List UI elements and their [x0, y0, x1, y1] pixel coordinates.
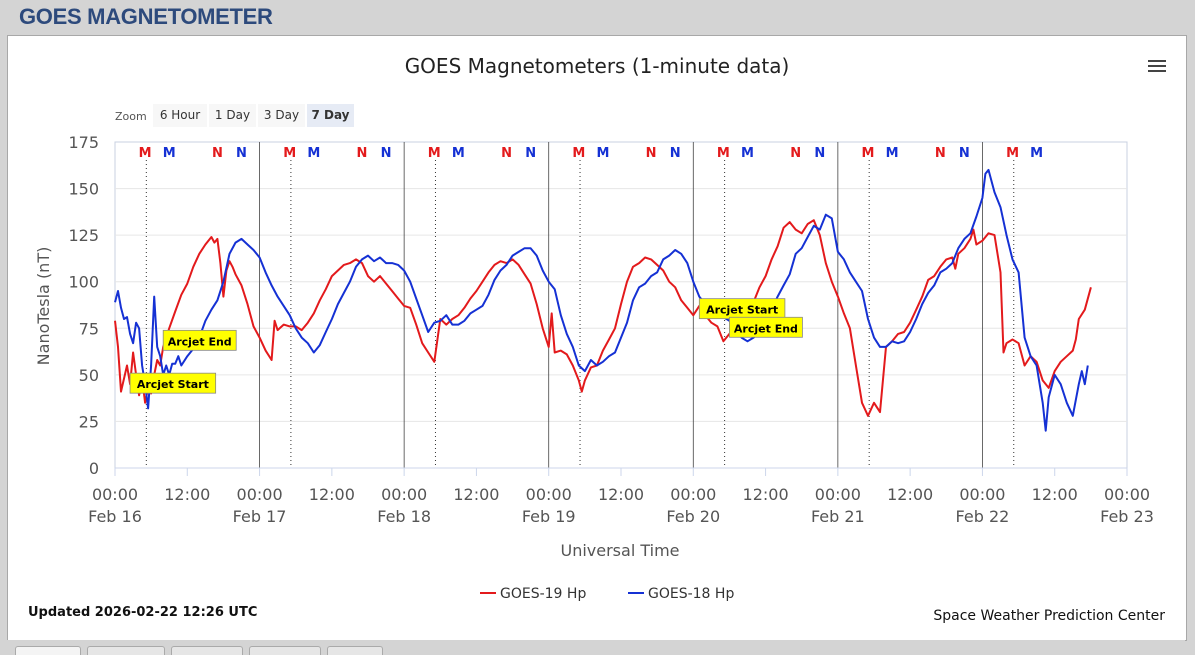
page-header: GOES MAGNETOMETER	[0, 0, 1195, 34]
zoom-button[interactable]: 6 Hour	[160, 108, 200, 122]
zoom-label: Zoom	[115, 110, 147, 123]
hamburger-menu-icon[interactable]	[1148, 60, 1166, 76]
legend: GOES-19 Hp GOES-18 Hp	[480, 586, 734, 602]
zoom-button[interactable]: 1 Day	[215, 108, 250, 122]
zoom-button-bg[interactable]	[153, 104, 207, 127]
zoom-button-bg[interactable]	[307, 104, 354, 127]
zoom-button-bg[interactable]	[209, 104, 256, 127]
page-title: GOES MAGNETOMETER	[19, 4, 273, 29]
zoom-button[interactable]: 3 Day	[264, 108, 299, 122]
zoom-button[interactable]: 7 Day	[311, 108, 349, 122]
legend-item[interactable]: GOES-19 Hp	[500, 586, 586, 602]
legend-item[interactable]: GOES-18 Hp	[648, 586, 734, 602]
zoom-button-bg[interactable]	[258, 104, 305, 127]
bottom-tabs	[7, 640, 1185, 655]
zoom-controls: Zoom 6 Hour 1 Day 3 Day 7 Day	[115, 104, 354, 127]
